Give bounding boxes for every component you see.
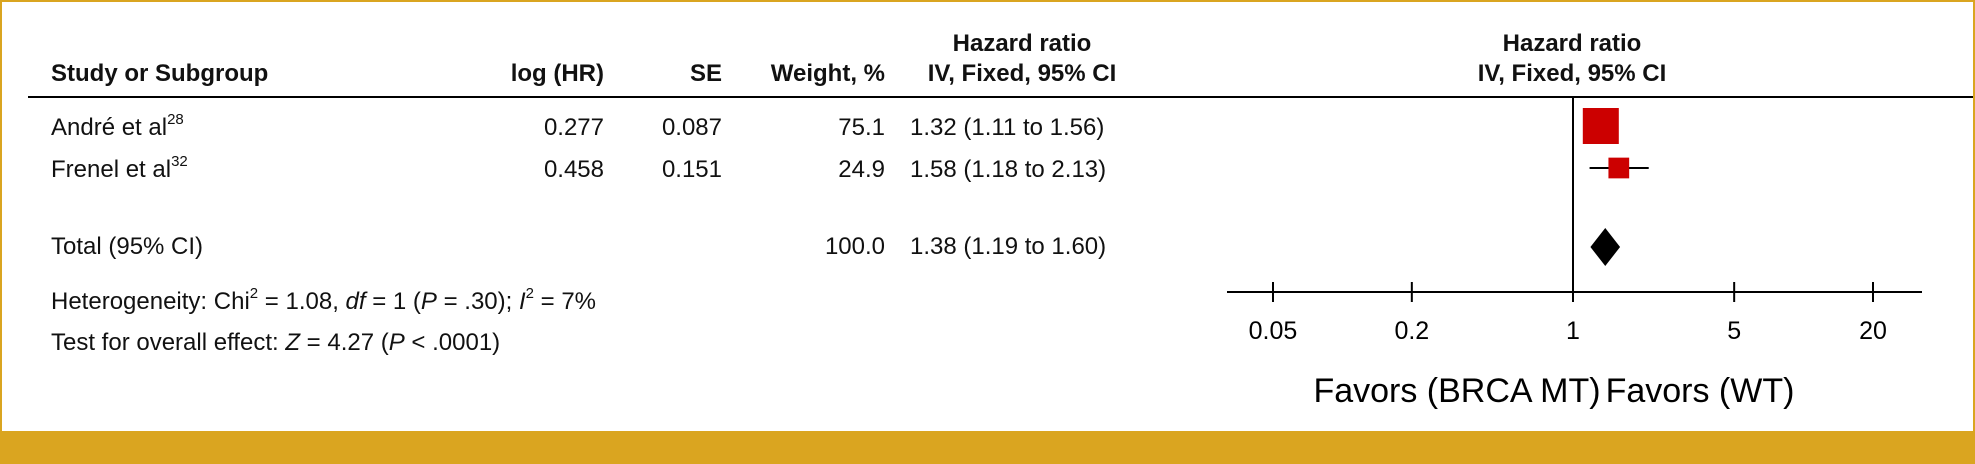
heterogeneity-note: Heterogeneity: Chi2 = 1.08, df = 1 (P = … xyxy=(51,285,597,315)
x-tick-label-20: 20 xyxy=(1859,317,1887,345)
total-weight: 100.0 xyxy=(824,233,885,260)
header-se: SE xyxy=(689,60,722,87)
row-frenel-ref: 32 xyxy=(171,153,188,170)
row-andre-se: 0.087 xyxy=(661,114,722,141)
row-andre-hr-ci: 1.32 (1.11 to 1.56) xyxy=(910,114,1105,141)
study-markers xyxy=(1582,108,1649,179)
header-hr-line2: IV, Fixed, 95% CI xyxy=(927,60,1117,87)
plot-header-line2: IV, Fixed, 95% CI xyxy=(1477,60,1667,87)
accent-band xyxy=(0,431,1975,464)
row-andre-ref: 28 xyxy=(167,111,184,128)
header-study: Study or Subgroup xyxy=(51,60,269,87)
total-label: Total (95% CI) xyxy=(51,233,204,260)
row-andre-weight: 75.1 xyxy=(838,114,885,141)
row-frenel-log-hr: 0.458 xyxy=(543,156,604,183)
point-estimate-study-2 xyxy=(1608,157,1630,179)
forest-plot: 0.05 0.2 1 5 20 Favors (BRCA MT) Favors (WT) xyxy=(28,96,1973,410)
favors-right-label: Favors (WT) xyxy=(1606,372,1795,410)
x-tick-label-1: 1 xyxy=(1566,317,1580,345)
favors-left-label: Favors (BRCA MT) xyxy=(1313,372,1600,410)
pooled-diamond xyxy=(1590,228,1621,266)
x-tick-label-0.2: 0.2 xyxy=(1394,317,1429,345)
row-frenel-hr-ci: 1.58 (1.18 to 2.13) xyxy=(910,156,1107,183)
row-frenel-se: 0.151 xyxy=(661,156,722,183)
header-log-hr: log (HR) xyxy=(510,60,604,87)
total-hr-ci: 1.38 (1.19 to 1.60) xyxy=(910,233,1107,260)
point-estimate-study-1 xyxy=(1582,108,1619,144)
x-tick-label-0.05: 0.05 xyxy=(1249,317,1298,345)
header-hr-line1: Hazard ratio xyxy=(952,30,1092,57)
row-frenel-weight: 24.9 xyxy=(838,156,885,183)
row-andre-study: André et al28 xyxy=(51,111,184,141)
x-tick-label-5: 5 xyxy=(1727,317,1741,345)
header-weight: Weight, % xyxy=(770,60,885,87)
row-andre-log-hr: 0.277 xyxy=(543,114,604,141)
overall-effect-note: Test for overall effect: Z = 4.27 (P < .… xyxy=(51,329,501,356)
plot-header-line1: Hazard ratio xyxy=(1502,30,1642,57)
row-frenel-study: Frenel et al32 xyxy=(51,153,188,183)
x-axis-ticks: 0.05 0.2 1 5 20 xyxy=(1249,282,1887,345)
